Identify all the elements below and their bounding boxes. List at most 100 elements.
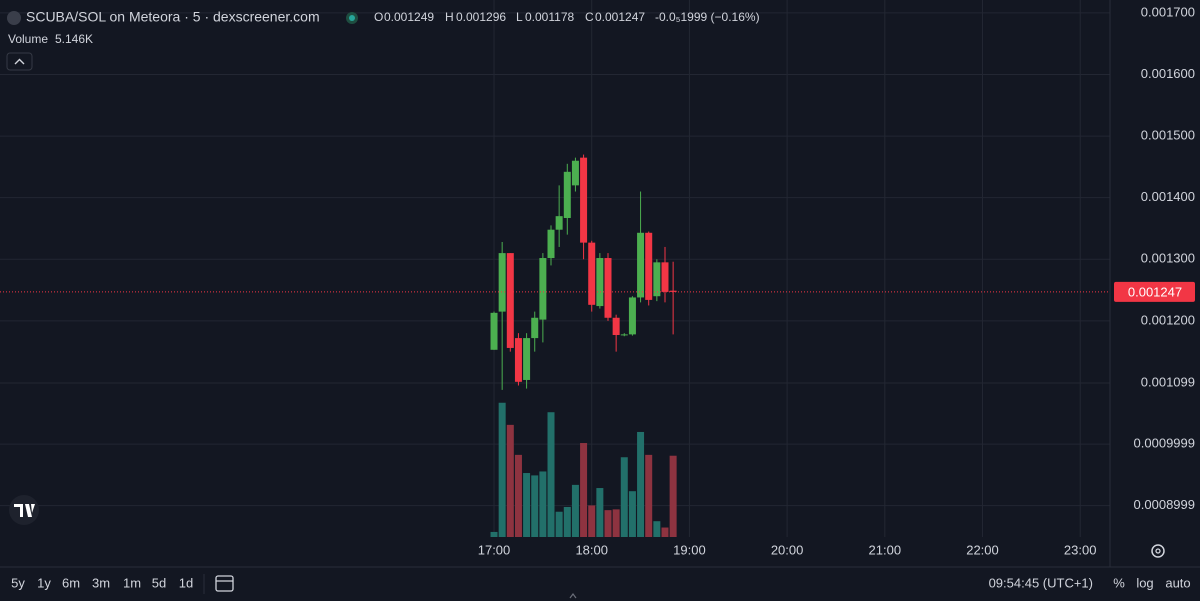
y-tick-label: 0.0008999 (1134, 497, 1195, 512)
close-label: C (585, 10, 594, 24)
scale-option[interactable]: auto (1165, 575, 1190, 590)
x-tick-label: 17:00 (478, 542, 511, 557)
y-tick-label: 0.001300 (1141, 251, 1195, 266)
calendar-icon[interactable] (215, 575, 234, 592)
candle-body (596, 258, 604, 307)
volume-bar (531, 475, 539, 537)
volume-bar (628, 491, 636, 537)
x-tick-label: 23:00 (1064, 542, 1097, 557)
candle-body (571, 160, 579, 186)
change-value: -0.0₅1999 (−0.16%) (655, 10, 760, 24)
range-button[interactable]: 5y (11, 575, 25, 590)
collapse-arrow[interactable] (14, 58, 25, 65)
low-value: 0.001178 (525, 10, 574, 24)
last-price-label: 0.001247 (1128, 284, 1182, 299)
y-tick-label: 0.001200 (1141, 312, 1195, 327)
volume-bar (588, 505, 596, 537)
settings-button[interactable] (1151, 544, 1165, 558)
candle-body (628, 297, 636, 335)
high-value: 0.001296 (456, 10, 506, 24)
candle-body (588, 242, 596, 305)
gear-hub[interactable] (1155, 548, 1161, 554)
volume-bar (498, 402, 506, 537)
volume-bar (580, 443, 588, 537)
symbol-icon (7, 11, 21, 25)
candle-body (653, 262, 661, 297)
open-value: 0.001249 (384, 10, 434, 24)
volume-bar (490, 531, 498, 537)
candle-body (645, 232, 653, 300)
tv-logo[interactable] (9, 495, 39, 525)
volume-bar (669, 455, 677, 537)
volume-bar (645, 454, 653, 537)
y-tick-label: 0.001400 (1141, 189, 1195, 204)
candle-body (620, 334, 628, 336)
scale-option[interactable]: % (1113, 575, 1125, 590)
volume-bar (571, 484, 579, 537)
volume-bar (523, 473, 531, 537)
range-button[interactable]: 3m (92, 575, 110, 590)
candle-body (555, 216, 563, 230)
volume-bar (539, 471, 547, 537)
volume-bar (604, 510, 612, 537)
range-button[interactable]: 5d (152, 575, 166, 590)
x-tick-label: 21:00 (869, 542, 902, 557)
x-tick-label: 22:00 (966, 542, 999, 557)
y-tick-label: 0.001500 (1141, 128, 1195, 143)
last-price-badge (1114, 281, 1195, 302)
volume-bar (596, 488, 604, 537)
range-button[interactable]: 1y (37, 575, 51, 590)
collapse-box[interactable] (6, 52, 33, 71)
candle-body (490, 312, 498, 350)
y-tick-label: 0.001099 (1141, 374, 1195, 389)
bottom-toolbar: 5y 1y 6m 3m 1m 5d 1d 09:54:45 (UTC+1)% log auto (11, 575, 1191, 590)
close-value: 0.001247 (595, 10, 645, 24)
candle-body (661, 262, 669, 292)
x-tick-label: 18:00 (575, 542, 608, 557)
date-range-button[interactable] (215, 575, 234, 592)
candle-body (612, 317, 620, 336)
volume-label: Volume (8, 32, 48, 46)
expand-handle[interactable] (569, 593, 577, 599)
candle-body (523, 338, 531, 380)
y-tick-label: 0.0009999 (1134, 436, 1195, 451)
volume-bar (661, 527, 669, 537)
candle-body (563, 171, 571, 219)
volume-bar (514, 454, 522, 537)
clock: 09:54:45 (UTC+1) (989, 575, 1093, 590)
logo-bg[interactable] (9, 495, 39, 525)
candle-body (580, 157, 588, 243)
candle-body (539, 258, 547, 320)
candle-body (669, 290, 677, 292)
volume-bar (506, 424, 514, 537)
volume-bar (637, 431, 645, 537)
x-tick-label: 20:00 (771, 542, 804, 557)
range-button[interactable]: 6m (62, 575, 80, 590)
candle-body (514, 338, 522, 382)
logo-mark[interactable] (14, 504, 35, 517)
volume-bar (653, 521, 661, 537)
collapse-button[interactable] (6, 52, 33, 71)
volume-bar (563, 506, 571, 537)
range-button[interactable]: 1d (179, 575, 193, 590)
volume-bar (612, 509, 620, 537)
volume-pane (490, 402, 677, 537)
volume-value: 5.146K (55, 32, 93, 46)
scale-option[interactable]: log (1136, 575, 1153, 590)
status-dot (349, 15, 355, 21)
range-button[interactable]: 1m (123, 575, 141, 590)
candle-body (637, 232, 645, 298)
volume-bar (620, 457, 628, 537)
candle-body (506, 253, 514, 348)
y-tick-label: 0.001600 (1141, 66, 1195, 81)
candle-body (531, 317, 539, 339)
candles (490, 154, 677, 390)
candle-body (547, 229, 555, 259)
symbol-title: SCUBA/SOL on Meteora · 5 · dexscreener.c… (26, 9, 320, 25)
low-label: L (516, 10, 523, 24)
gear-ring[interactable] (1151, 544, 1165, 558)
y-tick-label: 0.001700 (1141, 4, 1195, 19)
volume-bar (555, 511, 563, 537)
candle-body (498, 253, 506, 312)
